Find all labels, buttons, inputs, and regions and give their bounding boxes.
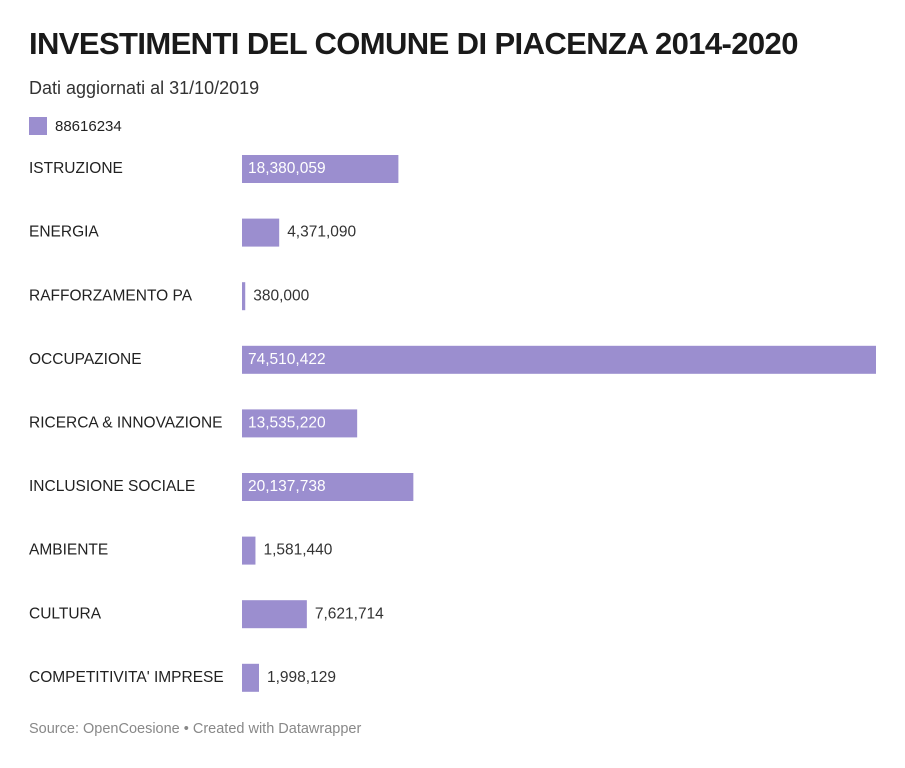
- bar: [242, 536, 256, 565]
- category-label: ENERGIA: [29, 224, 99, 241]
- value-label: 7,621,714: [315, 605, 384, 622]
- chart-title: INVESTIMENTI DEL COMUNE DI PIACENZA 2014…: [29, 26, 798, 61]
- category-label: RAFFORZAMENTO PA: [29, 287, 193, 304]
- bar: [242, 282, 246, 311]
- chart-subtitle: Dati aggiornati al 31/10/2019: [29, 78, 260, 98]
- legend-swatch: [29, 117, 47, 135]
- category-label: CULTURA: [29, 605, 102, 622]
- bar: [242, 155, 399, 183]
- bar: [242, 345, 876, 374]
- bar: [242, 218, 280, 247]
- value-label: 74,510,422: [248, 351, 326, 368]
- source-note: Source: OpenCoesione • Created with Data…: [29, 721, 362, 737]
- value-label: 1,998,129: [267, 669, 336, 686]
- value-label: 4,371,090: [287, 224, 356, 241]
- category-label: RICERCA & INNOVAZIONE: [29, 414, 223, 431]
- value-label: 1,581,440: [263, 542, 332, 559]
- legend: 88616234: [29, 117, 122, 135]
- bar: [242, 600, 307, 629]
- category-label: AMBIENTE: [29, 542, 108, 559]
- category-label: ISTRUZIONE: [29, 160, 123, 177]
- value-label: 380,000: [253, 287, 309, 304]
- bar-chart: ISTRUZIONE 18,380,059 ENERGIA 4,371,090 RAFF…: [29, 155, 876, 692]
- bar: [242, 663, 260, 692]
- legend-label: 88616234: [55, 117, 122, 135]
- bar: [242, 409, 358, 438]
- category-label: INCLUSIONE SOCIALE: [29, 478, 195, 495]
- category-label: OCCUPAZIONE: [29, 351, 142, 368]
- bar: [242, 473, 414, 501]
- category-label: COMPETITIVITA' IMPRESE: [29, 669, 224, 686]
- value-label: 18,380,059: [248, 160, 326, 177]
- value-label: 13,535,220: [248, 414, 326, 431]
- value-label: 20,137,738: [248, 478, 326, 495]
